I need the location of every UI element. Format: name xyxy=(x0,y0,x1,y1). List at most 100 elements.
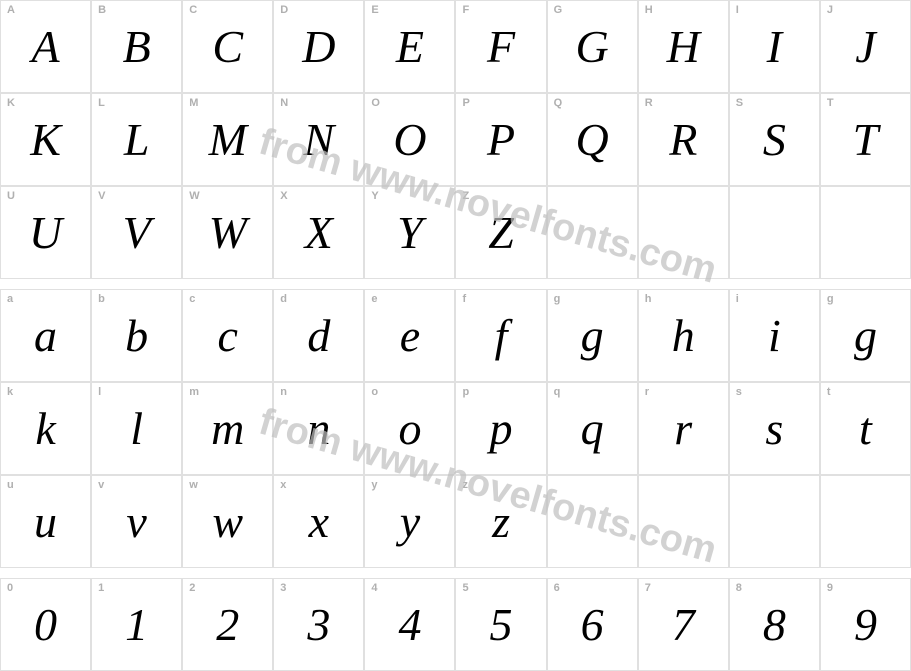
cell-label: O xyxy=(371,97,380,109)
glyph-cell: 00 xyxy=(0,578,91,671)
glyph: b xyxy=(125,309,148,362)
glyph-cell: 22 xyxy=(182,578,273,671)
glyph: R xyxy=(669,113,697,166)
cell-label: K xyxy=(7,97,15,109)
glyph: q xyxy=(581,402,604,455)
glyph-cell: UU xyxy=(0,186,91,279)
glyph-cell: TT xyxy=(820,93,911,186)
cell-label: w xyxy=(189,479,198,491)
glyph: Y xyxy=(397,206,423,259)
cell-label: Y xyxy=(371,190,378,202)
glyph-cell: qq xyxy=(547,382,638,475)
cell-label: V xyxy=(98,190,105,202)
cell-label: 2 xyxy=(189,582,195,594)
glyph-cell: CC xyxy=(182,0,273,93)
row-gap xyxy=(0,568,911,578)
glyph-cell: 77 xyxy=(638,578,729,671)
cell-label: z xyxy=(462,479,468,491)
glyph: X xyxy=(305,206,333,259)
glyph-cell: OO xyxy=(364,93,455,186)
glyph-cell: GG xyxy=(547,0,638,93)
cell-label: H xyxy=(645,4,653,16)
glyph: H xyxy=(667,20,700,73)
glyph-cell: JJ xyxy=(820,0,911,93)
glyph-cell: 88 xyxy=(729,578,820,671)
glyph-cell: 99 xyxy=(820,578,911,671)
cell-label: q xyxy=(554,386,561,398)
cell-label: k xyxy=(7,386,13,398)
glyph: Z xyxy=(488,206,514,259)
glyph-cell: RR xyxy=(638,93,729,186)
cell-label: s xyxy=(736,386,742,398)
glyph: x xyxy=(309,495,329,548)
cell-label: m xyxy=(189,386,199,398)
cell-label: n xyxy=(280,386,287,398)
glyph: 2 xyxy=(216,598,239,651)
glyph: u xyxy=(34,495,57,548)
glyph: c xyxy=(218,309,238,362)
glyph: M xyxy=(209,113,247,166)
glyph: N xyxy=(304,113,335,166)
glyph: 0 xyxy=(34,598,57,651)
cell-label: p xyxy=(462,386,469,398)
cell-label: c xyxy=(189,293,195,305)
glyph: S xyxy=(763,113,786,166)
cell-label: S xyxy=(736,97,743,109)
cell-label: 1 xyxy=(98,582,104,594)
glyph: o xyxy=(398,402,421,455)
glyph-cell: hh xyxy=(638,289,729,382)
glyph-cell: ee xyxy=(364,289,455,382)
glyph: g xyxy=(854,309,877,362)
cell-label: R xyxy=(645,97,653,109)
cell-label: Q xyxy=(554,97,563,109)
cell-label: 3 xyxy=(280,582,286,594)
glyph-cell: tt xyxy=(820,382,911,475)
glyph-cell: QQ xyxy=(547,93,638,186)
cell-label: g xyxy=(827,293,834,305)
glyph: h xyxy=(672,309,695,362)
glyph-cell: vv xyxy=(91,475,182,568)
cell-label: l xyxy=(98,386,101,398)
cell-label: 8 xyxy=(736,582,742,594)
glyph-cell xyxy=(547,475,638,568)
glyph: w xyxy=(212,495,243,548)
glyph: 8 xyxy=(763,598,786,651)
cell-label: M xyxy=(189,97,198,109)
glyph-cell: AA xyxy=(0,0,91,93)
cell-label: r xyxy=(645,386,649,398)
glyph-cell: MM xyxy=(182,93,273,186)
glyph: Q xyxy=(576,113,609,166)
cell-label: a xyxy=(7,293,13,305)
cell-label: A xyxy=(7,4,15,16)
glyph: P xyxy=(487,113,515,166)
glyph: t xyxy=(859,402,872,455)
cell-label: J xyxy=(827,4,833,16)
glyph-cell: yy xyxy=(364,475,455,568)
glyph: f xyxy=(495,309,508,362)
glyph-cell: gg xyxy=(820,289,911,382)
glyph: i xyxy=(768,309,781,362)
glyph-cell: WW xyxy=(182,186,273,279)
glyph: y xyxy=(400,495,420,548)
glyph: 6 xyxy=(581,598,604,651)
glyph: p xyxy=(490,402,513,455)
cell-label: I xyxy=(736,4,739,16)
glyph: m xyxy=(211,402,244,455)
glyph: F xyxy=(487,20,515,73)
cell-label: X xyxy=(280,190,287,202)
glyph-cell: 55 xyxy=(455,578,546,671)
glyph: n xyxy=(307,402,330,455)
glyph-cell: aa xyxy=(0,289,91,382)
glyph: d xyxy=(307,309,330,362)
glyph: 5 xyxy=(490,598,513,651)
glyph: O xyxy=(393,113,426,166)
glyph-cell: DD xyxy=(273,0,364,93)
glyph-cell: 44 xyxy=(364,578,455,671)
cell-label: v xyxy=(98,479,104,491)
cell-label: 6 xyxy=(554,582,560,594)
glyph-cell: mm xyxy=(182,382,273,475)
cell-label: g xyxy=(554,293,561,305)
cell-label: 4 xyxy=(371,582,377,594)
glyph-cell: bb xyxy=(91,289,182,382)
cell-label: 9 xyxy=(827,582,833,594)
